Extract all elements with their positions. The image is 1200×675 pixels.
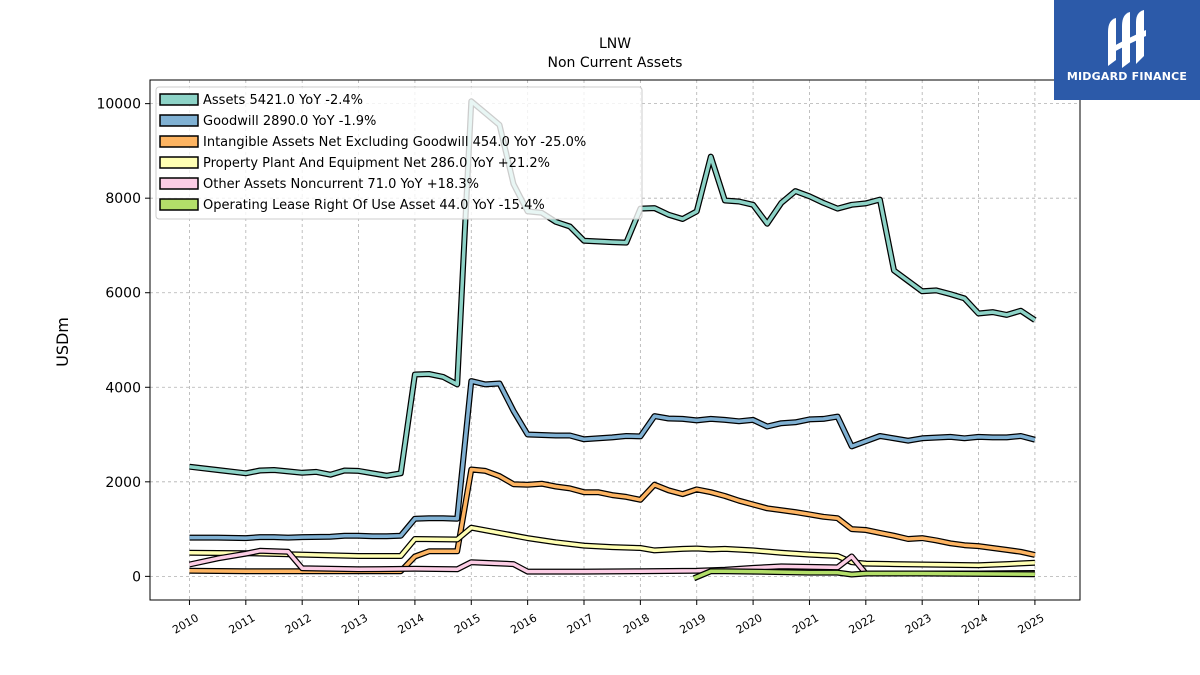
- x-tick-label: 2017: [565, 611, 596, 636]
- legend-label: Property Plant And Equipment Net 286.0 Y…: [203, 156, 550, 171]
- x-tick-label: 2021: [790, 611, 821, 636]
- x-tick-label: 2014: [396, 611, 427, 636]
- series-group: [188, 98, 1037, 582]
- series-line-other-assets-noncurrent: [189, 549, 1035, 576]
- legend-swatch: [159, 156, 199, 169]
- legend-label: Other Assets Noncurrent 71.0 YoY +18.3%: [203, 177, 479, 192]
- x-tick-label: 2022: [847, 611, 878, 636]
- plot-frame: [149, 79, 1081, 601]
- x-tick-label: 2024: [959, 611, 990, 636]
- legend-swatch: [159, 177, 199, 190]
- x-tick-label: 2011: [227, 611, 258, 636]
- y-tick-label: 6000: [105, 286, 141, 302]
- series-line-operating-lease-right-of-use-asset: [693, 569, 1035, 580]
- x-tick-label: 2013: [339, 611, 370, 636]
- y-tick-label: 8000: [105, 191, 141, 207]
- legend: Assets 5421.0 YoY -2.4% Goodwill 2890.0 Y…: [155, 86, 643, 220]
- legend-label: Intangible Assets Net Excluding Goodwill…: [203, 135, 586, 150]
- x-tick-label: 2019: [677, 611, 708, 636]
- chart-title: LNW: [599, 36, 631, 52]
- y-tick-label: 2000: [105, 475, 141, 491]
- legend-label: Assets 5421.0 YoY -2.4%: [203, 93, 363, 108]
- legend-swatch: [159, 114, 199, 127]
- series-outline-goodwill: [189, 378, 1036, 542]
- x-tick-label: 2025: [1016, 611, 1047, 636]
- x-tick-label: 2012: [283, 611, 314, 636]
- y-tick-label: 0: [132, 569, 141, 585]
- y-tick-label: 4000: [105, 380, 141, 396]
- series-line-property-plant-and-equipment-net: [189, 525, 1035, 567]
- legend-swatch: [159, 93, 199, 106]
- x-tick-label: 2020: [734, 611, 765, 636]
- x-tick-label: 2016: [508, 611, 539, 636]
- x-tick-label: 2018: [621, 611, 652, 636]
- series-line-assets: [189, 99, 1036, 478]
- legend-swatch: [159, 198, 199, 211]
- y-tick-label: 10000: [96, 97, 141, 113]
- series-line-intangible-assets-net-excluding-goodwill: [189, 467, 1036, 573]
- x-tick-label: 2023: [903, 611, 934, 636]
- x-tick-label: 2015: [452, 611, 483, 636]
- y-axis-label: USDm: [53, 317, 72, 367]
- midgard-logo-icon: [1108, 10, 1146, 68]
- chart-subtitle: Non Current Assets: [548, 55, 683, 71]
- brand-name: MIDGARD FINANCE: [1066, 70, 1188, 83]
- legend-swatch: [159, 135, 199, 148]
- x-tick-label: 2010: [170, 611, 201, 636]
- legend-label: Operating Lease Right Of Use Asset 44.0 …: [203, 198, 545, 213]
- legend-box: [155, 86, 643, 220]
- legend-label: Goodwill 2890.0 YoY -1.9%: [203, 114, 376, 129]
- series-line-goodwill: [189, 379, 1036, 540]
- brand-logo: MIDGARD FINANCE: [1054, 0, 1200, 100]
